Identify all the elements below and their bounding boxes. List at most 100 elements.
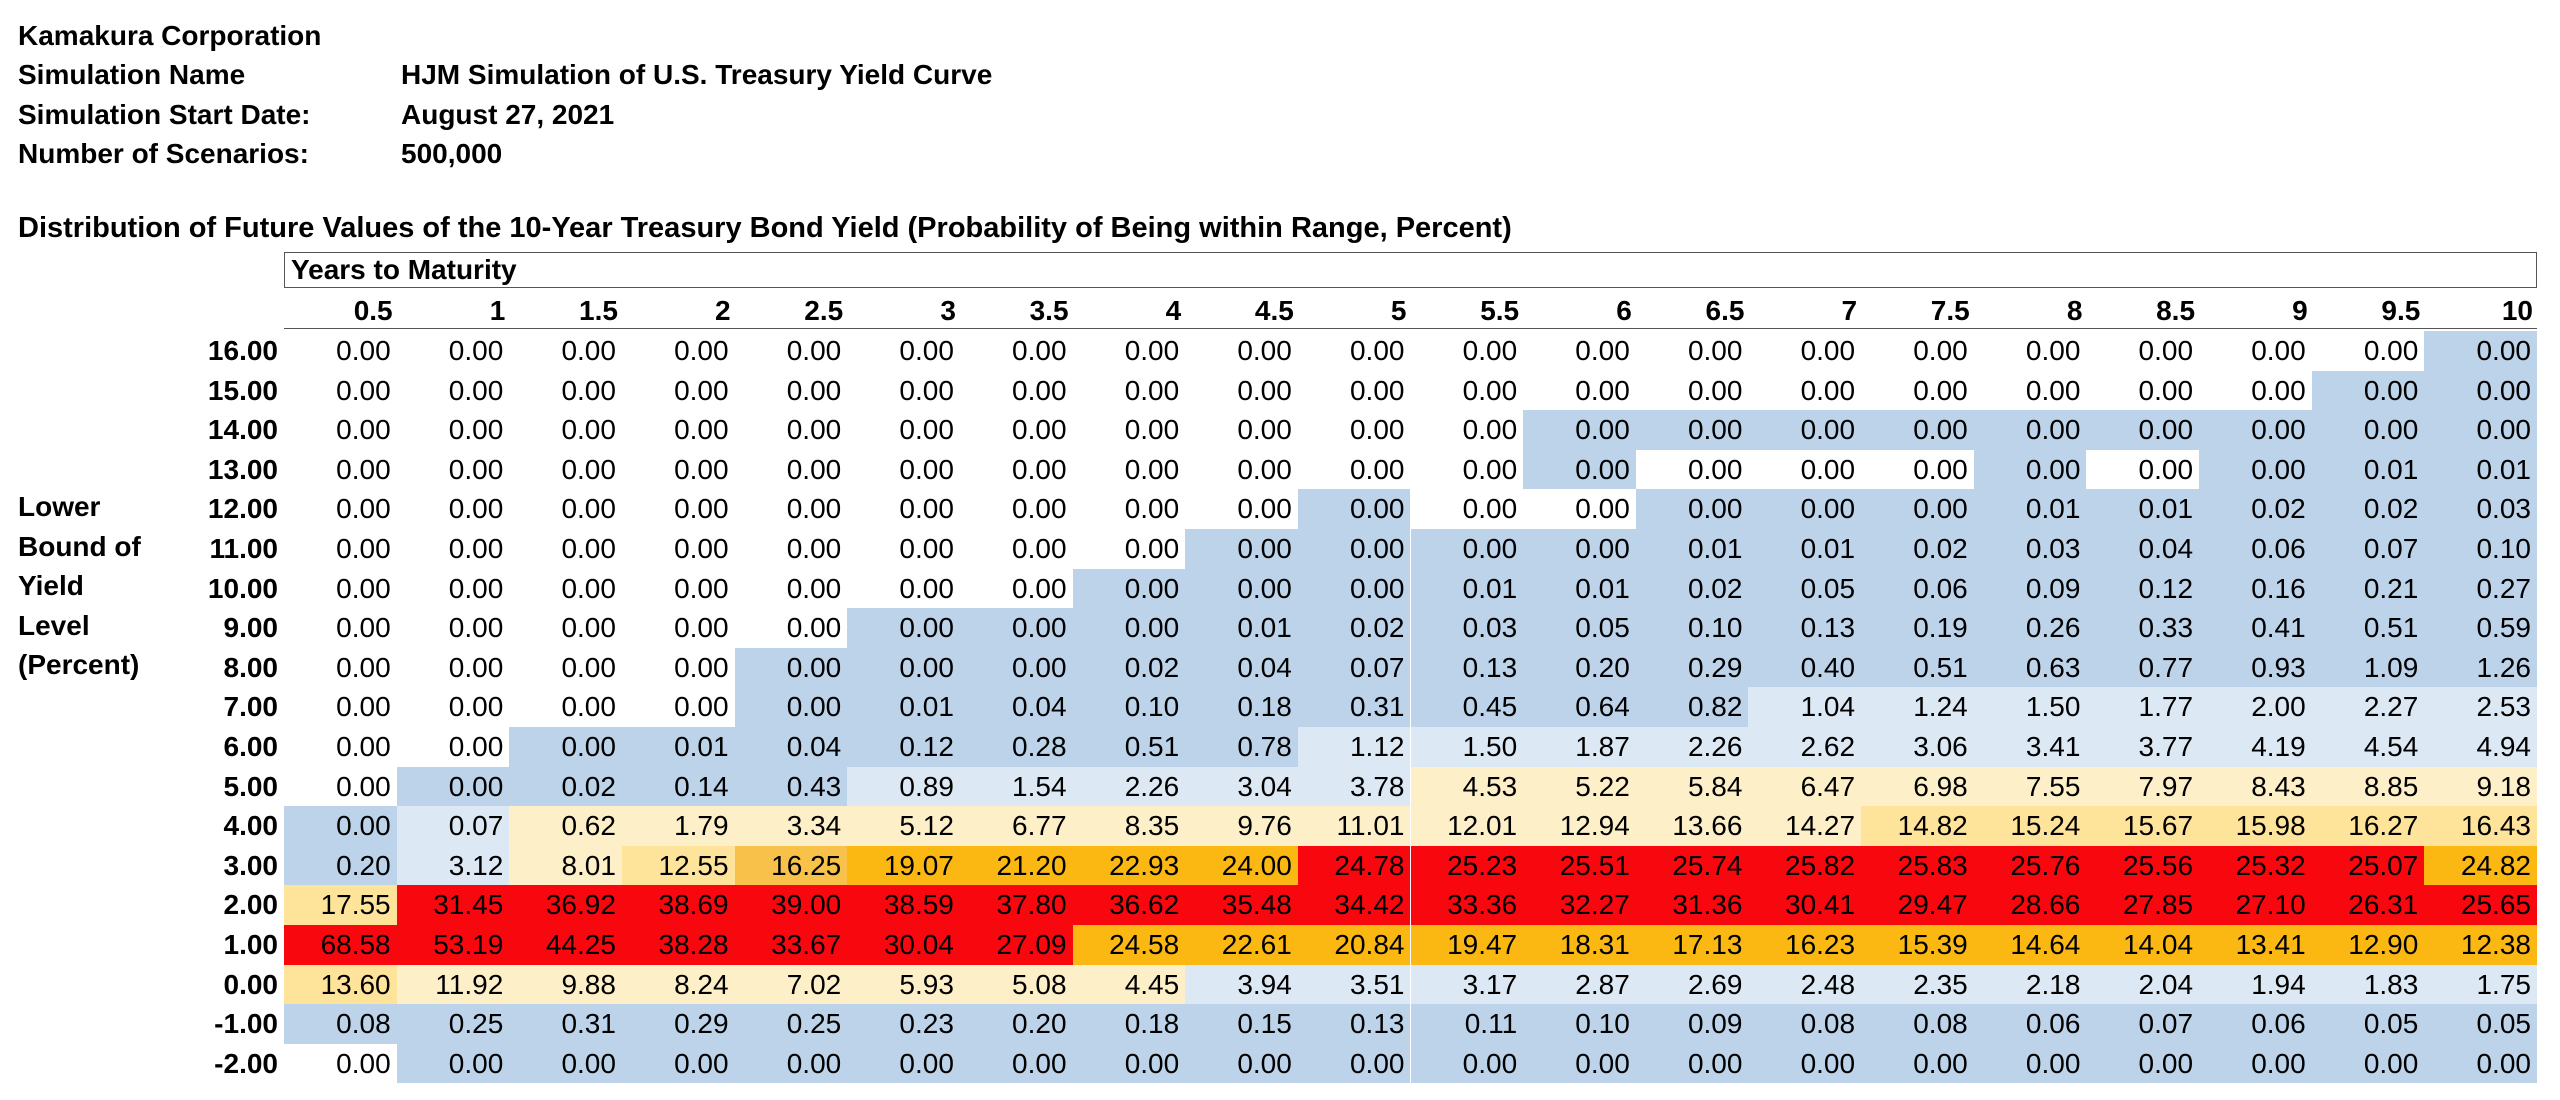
- table-cell: 3.34: [734, 806, 848, 846]
- table-cell: 0.00: [734, 568, 848, 609]
- table-cell: 0.00: [1072, 608, 1186, 648]
- table-cell: 30.41: [1748, 885, 1862, 925]
- table-cell: 1.77: [2086, 687, 2200, 727]
- row-label: 8.00: [223, 651, 279, 683]
- table-cell: 0.15: [1185, 1004, 1298, 1044]
- table-cell: 1.04: [1748, 687, 1862, 727]
- table-cell: 12.55: [621, 845, 735, 886]
- table-cell: 1.79: [621, 806, 735, 846]
- table-cell: 0.19: [1861, 608, 1974, 648]
- column-header: 3: [940, 295, 956, 326]
- table-cell: 0.00: [2424, 1043, 2537, 1084]
- table-cell: 0.00: [621, 647, 735, 688]
- table-cell: 0.00: [1861, 331, 1974, 371]
- table-cell: 0.00: [1072, 489, 1186, 529]
- table-cell: 0.40: [1748, 647, 1862, 688]
- table-cell: 24.00: [1185, 845, 1298, 886]
- table-cell: 0.82: [1635, 687, 1749, 727]
- table-cell: 25.07: [2311, 845, 2425, 886]
- table-cell: 13.60: [284, 964, 397, 1005]
- table-cell: 0.00: [2311, 331, 2425, 371]
- table-cell: 0.28: [959, 727, 1073, 767]
- table-cell: 0.02: [1635, 568, 1749, 609]
- table-cell: 0.00: [2199, 1043, 2312, 1084]
- table-cell: 0.00: [1748, 331, 1862, 371]
- table-cell: 0.02: [2199, 489, 2312, 529]
- table-cell: 28.66: [1973, 885, 2087, 925]
- table-cell: 3.94: [1185, 964, 1298, 1005]
- table-cell: 0.29: [1635, 647, 1749, 688]
- table-cell: 0.05: [2311, 1004, 2425, 1044]
- row-label: 7.00: [223, 691, 279, 723]
- table-cell: 0.14: [621, 766, 735, 807]
- table-cell: 0.01: [1185, 608, 1298, 648]
- table-cell: 0.51: [1861, 647, 1974, 688]
- table-cell: 0.00: [734, 647, 848, 688]
- table-cell: 0.00: [959, 331, 1073, 371]
- table-cell: 0.04: [2086, 529, 2200, 569]
- table-cell: 0.07: [2311, 529, 2425, 569]
- table-cell: 3.77: [2086, 727, 2200, 767]
- table-cell: 4.19: [2199, 727, 2312, 767]
- table-cell: 0.00: [2086, 410, 2200, 450]
- table-cell: 21.20: [959, 845, 1073, 886]
- table-cell: 31.45: [396, 885, 510, 925]
- column-header: 5: [1390, 295, 1407, 326]
- table-cell: 0.00: [2311, 1043, 2425, 1084]
- table-cell: 0.00: [959, 370, 1073, 411]
- scenarios-value: 500,000: [401, 138, 503, 170]
- table-cell: 32.27: [1523, 885, 1636, 925]
- table-cell: 0.06: [2199, 529, 2312, 569]
- table-cell: 16.27: [2311, 806, 2425, 846]
- table-cell: 11.92: [396, 964, 510, 1005]
- table-cell: 0.62: [509, 806, 622, 846]
- table-cell: 0.00: [1635, 489, 1749, 529]
- table-cell: 0.00: [284, 410, 397, 450]
- table-cell: 0.00: [959, 647, 1073, 688]
- table-cell: 0.01: [2424, 449, 2537, 490]
- table-cell: 0.06: [1973, 1004, 2087, 1044]
- table-cell: 0.78: [1185, 727, 1298, 767]
- table-cell: 0.04: [1185, 647, 1298, 688]
- table-cell: 53.19: [396, 925, 510, 965]
- table-cell: 0.00: [2424, 370, 2537, 411]
- table-cell: 19.07: [847, 845, 960, 886]
- table-cell: 0.00: [1635, 370, 1749, 411]
- column-header: 0.5: [353, 295, 393, 326]
- table-cell: 0.00: [1297, 1043, 1411, 1084]
- table-cell: 0.00: [1185, 1043, 1298, 1084]
- table-cell: 0.77: [2086, 647, 2200, 688]
- table-cell: 38.28: [621, 925, 735, 965]
- table-cell: 24.78: [1297, 845, 1411, 886]
- table-cell: 0.00: [2086, 370, 2200, 411]
- table-cell: 25.23: [1410, 845, 1524, 886]
- table-cell: 0.06: [1861, 568, 1974, 609]
- table-cell: 0.00: [509, 370, 622, 411]
- table-cell: 1.87: [1523, 727, 1636, 767]
- table-cell: 25.65: [2424, 885, 2537, 925]
- table-cell: 0.02: [1072, 647, 1186, 688]
- start-date-row: Simulation Start Date: August 27, 2021: [18, 95, 992, 135]
- table-cell: 0.00: [509, 529, 622, 569]
- table-cell: 0.16: [2199, 568, 2312, 609]
- column-header: 3.5: [1029, 295, 1069, 326]
- table-cell: 0.00: [1523, 529, 1636, 569]
- table-cell: 5.84: [1635, 766, 1749, 807]
- column-header: 8: [2066, 295, 2083, 326]
- table-cell: 0.25: [734, 1004, 848, 1044]
- table-cell: 17.13: [1635, 925, 1749, 965]
- table-cell: 0.10: [2424, 529, 2537, 569]
- table-cell: 0.00: [2199, 370, 2312, 411]
- table-cell: 2.27: [2311, 687, 2425, 727]
- table-cell: 0.01: [1635, 529, 1749, 569]
- table-cell: 0.89: [847, 766, 960, 807]
- table-cell: 11.01: [1297, 806, 1411, 846]
- table-cell: 0.00: [284, 370, 397, 411]
- table-cell: 0.01: [1523, 568, 1636, 609]
- table-cell: 0.00: [959, 568, 1073, 609]
- table-cell: 0.00: [847, 449, 960, 490]
- table-cell: 0.00: [2424, 410, 2537, 450]
- table-cell: 0.00: [2086, 1043, 2200, 1084]
- table-cell: 2.69: [1635, 964, 1749, 1005]
- table-cell: 0.10: [1072, 687, 1186, 727]
